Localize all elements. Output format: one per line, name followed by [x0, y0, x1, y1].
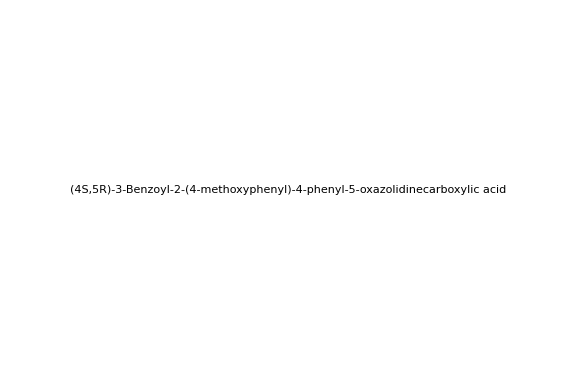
Text: (4S,5R)-3-Benzoyl-2-(4-methoxyphenyl)-4-phenyl-5-oxazolidinecarboxylic acid: (4S,5R)-3-Benzoyl-2-(4-methoxyphenyl)-4-… [70, 185, 506, 195]
